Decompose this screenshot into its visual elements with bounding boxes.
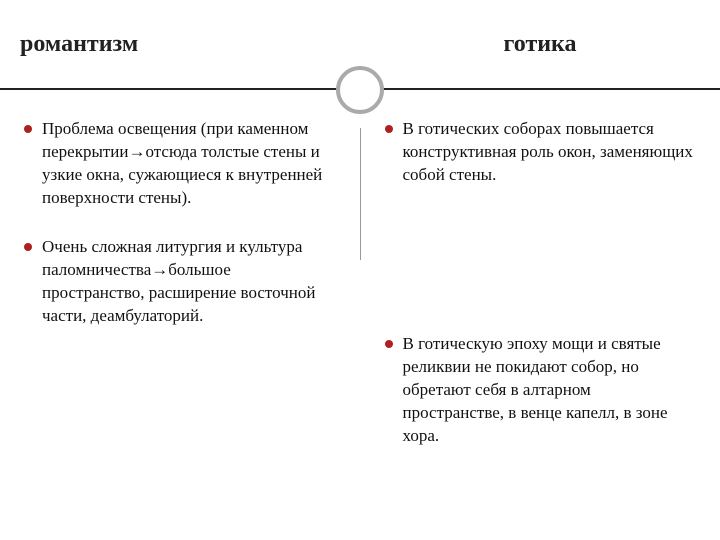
right-column: В готических соборах повышается конструк… (361, 90, 720, 540)
divider-circle-icon (336, 66, 384, 114)
right-list-2: В готическую эпоху мощи и святые реликви… (385, 333, 697, 448)
title-right: готика (503, 31, 576, 58)
left-column: Проблема освещения (при каменном перекры… (0, 90, 360, 540)
list-item: Очень сложная литургия и культура паломн… (24, 236, 336, 328)
title-left: романтизм (20, 31, 138, 58)
right-list: В готических соборах повышается конструк… (385, 118, 697, 187)
spacer (385, 213, 697, 333)
list-item: В готических соборах повышается конструк… (385, 118, 697, 187)
header-right: готика (360, 0, 720, 88)
header-left: романтизм (0, 0, 360, 88)
left-list: Проблема освещения (при каменном перекры… (24, 118, 336, 328)
list-item: Проблема освещения (при каменном перекры… (24, 118, 336, 210)
content: Проблема освещения (при каменном перекры… (0, 90, 720, 540)
list-item: В готическую эпоху мощи и святые реликви… (385, 333, 697, 448)
